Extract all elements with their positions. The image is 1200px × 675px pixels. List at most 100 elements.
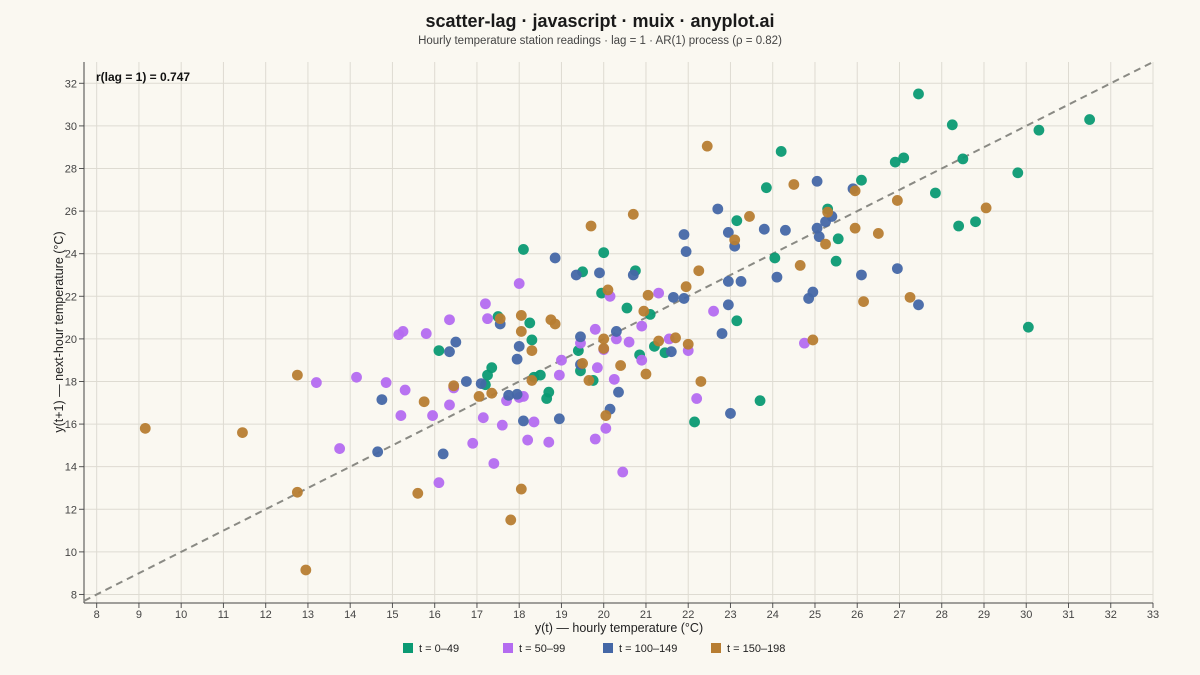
- data-point-series-1: [427, 410, 438, 421]
- data-point-series-1: [477, 412, 489, 424]
- legend-label: t = 100–149: [619, 643, 677, 655]
- legend-label: t = 0–49: [419, 643, 459, 655]
- data-point-series-1: [334, 443, 346, 454]
- data-point-series-3: [904, 291, 916, 303]
- data-point-series-3: [418, 396, 430, 408]
- data-point-series-2: [758, 223, 770, 235]
- data-point-series-1: [395, 410, 407, 421]
- data-point-series-3: [980, 202, 992, 214]
- data-point-series-1: [543, 436, 555, 448]
- x-tick-label: 31: [1062, 609, 1074, 621]
- x-tick-label: 14: [344, 609, 356, 621]
- data-point-series-3: [237, 427, 248, 439]
- x-tick-label: 33: [1147, 609, 1159, 621]
- data-point-series-3: [849, 222, 861, 234]
- data-point-series-2: [503, 389, 515, 401]
- data-point-series-3: [794, 260, 806, 271]
- data-point-series-2: [613, 386, 624, 398]
- data-point-series-2: [856, 269, 867, 281]
- data-point-series-3: [486, 387, 498, 399]
- reference-line: [83, 61, 1154, 602]
- data-point-series-3: [788, 179, 800, 190]
- data-point-series-1: [310, 377, 322, 388]
- data-point-series-1: [393, 329, 405, 341]
- data-point-series-3: [585, 220, 597, 232]
- y-tick-label: 8: [71, 589, 77, 601]
- data-point-series-2: [511, 353, 523, 365]
- data-point-series-2: [549, 252, 561, 264]
- data-point-series-3: [505, 514, 517, 526]
- data-point-series-2: [475, 378, 487, 390]
- data-point-series-3: [545, 314, 557, 326]
- data-point-series-3: [744, 211, 755, 222]
- data-point-series-3: [598, 343, 610, 354]
- y-tick-label: 20: [65, 334, 77, 346]
- data-point-series-2: [668, 291, 679, 303]
- x-tick-label: 9: [136, 609, 142, 621]
- data-point-series-1: [589, 323, 601, 335]
- data-point-series-2: [820, 216, 831, 228]
- x-tick-label: 23: [724, 609, 736, 621]
- x-tick-label: 8: [94, 609, 100, 621]
- x-tick-label: 11: [218, 609, 229, 621]
- data-point-series-2: [722, 299, 734, 311]
- y-tick-label: 16: [65, 419, 77, 431]
- data-point-series-2: [725, 408, 736, 419]
- data-point-series-3: [583, 375, 595, 386]
- x-tick-label: 15: [386, 609, 398, 621]
- data-point-series-0: [1022, 321, 1034, 333]
- data-point-series-0: [1012, 167, 1024, 179]
- data-point-series-1: [623, 336, 635, 348]
- data-point-series-1: [420, 328, 432, 339]
- data-point-series-0: [621, 302, 633, 314]
- data-point-series-1: [433, 477, 445, 489]
- data-point-series-3: [291, 369, 303, 381]
- data-point-series-0: [433, 345, 445, 357]
- data-point-series-1: [399, 384, 411, 396]
- data-point-series-3: [638, 305, 650, 317]
- x-tick-label: 24: [767, 609, 779, 621]
- x-tick-label: 30: [1020, 609, 1032, 621]
- data-point-series-2: [513, 340, 525, 352]
- data-point-series-2: [678, 293, 690, 304]
- data-point-series-1: [691, 393, 703, 404]
- x-tick-label: 19: [555, 609, 567, 621]
- data-point-series-2: [771, 271, 783, 283]
- data-point-series-3: [598, 333, 610, 345]
- data-point-series-1: [482, 313, 493, 325]
- legend-label: t = 150–198: [727, 643, 785, 655]
- data-point-series-1: [556, 354, 567, 366]
- legend-swatch: [603, 643, 613, 653]
- data-point-series-1: [610, 333, 622, 345]
- x-tick-label: 22: [682, 609, 694, 621]
- data-point-series-1: [480, 298, 491, 310]
- y-tick-label: 28: [65, 163, 77, 175]
- data-point-series-3: [642, 289, 654, 301]
- data-point-series-2: [511, 388, 523, 400]
- data-point-series-2: [811, 222, 823, 234]
- data-point-series-0: [775, 146, 787, 157]
- data-point-series-3: [300, 564, 312, 576]
- data-point-series-3: [858, 296, 869, 308]
- data-point-series-0: [731, 315, 743, 327]
- data-point-series-0: [760, 182, 772, 194]
- data-point-series-3: [139, 422, 151, 434]
- data-point-series-1: [528, 416, 540, 428]
- data-point-series-1: [553, 369, 565, 381]
- data-point-series-1: [708, 305, 719, 317]
- data-point-series-3: [515, 310, 527, 321]
- data-point-series-3: [515, 326, 527, 337]
- data-point-series-3: [872, 228, 884, 239]
- data-point-series-0: [534, 369, 546, 381]
- legend-label: t = 50–99: [519, 643, 565, 655]
- data-point-series-2: [665, 346, 677, 358]
- data-point-series-2: [444, 346, 455, 358]
- chart-subtitle: Hourly temperature station readings · la…: [418, 35, 782, 47]
- data-point-series-3: [600, 410, 612, 421]
- data-point-series-1: [600, 422, 612, 434]
- data-point-series-2: [570, 269, 582, 281]
- data-point-series-1: [636, 320, 648, 332]
- data-point-series-1: [608, 373, 620, 385]
- data-point-series-3: [891, 195, 903, 206]
- data-point-series-0: [832, 233, 844, 245]
